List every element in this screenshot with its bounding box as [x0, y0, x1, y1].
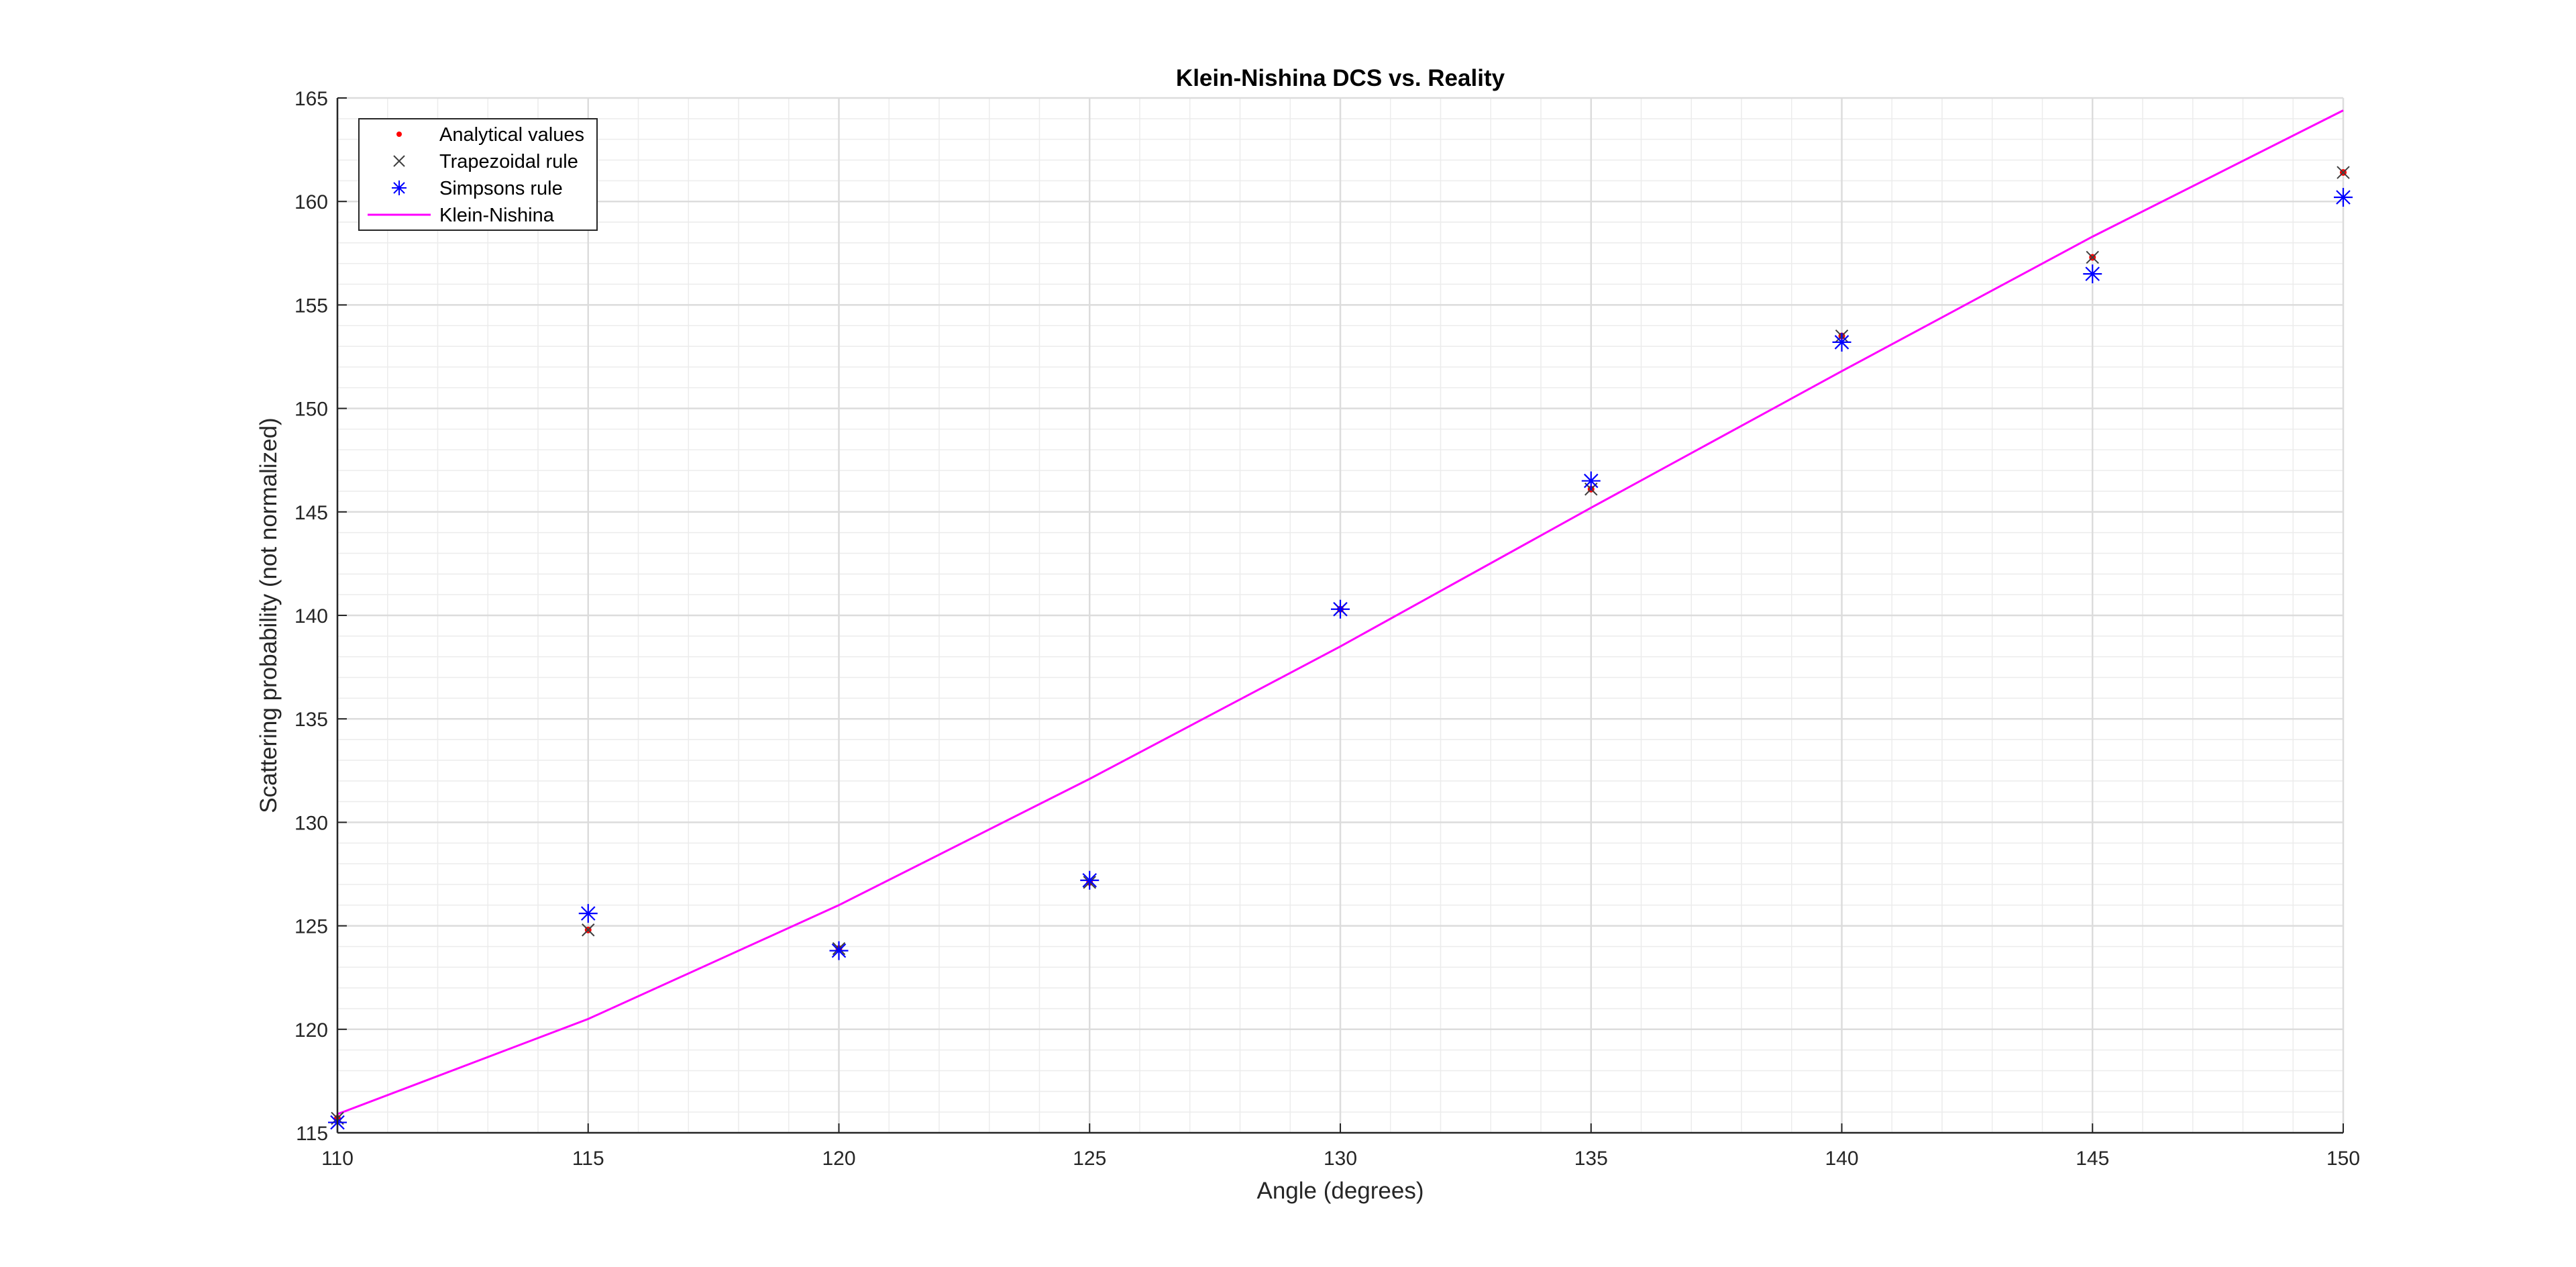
y-tick-label: 125 [294, 916, 328, 938]
y-tick-label: 165 [294, 88, 328, 110]
simpsons-point [1581, 471, 1601, 491]
legend-dot-icon [396, 132, 402, 137]
simpsons-point [2083, 264, 2102, 284]
simpsons-point [2334, 188, 2353, 207]
legend-asterisk-icon [392, 181, 407, 195]
y-tick-label: 130 [294, 812, 328, 834]
trapezoidal-point [582, 923, 595, 937]
klein-nishina-line [337, 109, 2344, 1115]
legend-box [358, 118, 598, 231]
legend-entry-label: Simpsons rule [439, 178, 563, 199]
x-tick-label: 140 [1825, 1148, 1858, 1170]
y-tick-label: 140 [294, 605, 328, 627]
chart-title: Klein-Nishina DCS vs. Reality [1176, 65, 1505, 91]
legend: Analytical values Trapezoidal rule Simpson… [358, 118, 598, 231]
y-tick-label: 155 [294, 295, 328, 317]
trapezoidal-point [2086, 250, 2099, 264]
plot-series [328, 109, 2353, 1132]
tick-labels: 110 115 120 125 130 135 140 145 150 115 120 125 130 1… [294, 88, 2360, 1170]
legend-x-icon [393, 155, 405, 167]
simpsons-point [1080, 870, 1099, 890]
simpsons-point [1331, 599, 1350, 619]
y-axis-label: Scattering probability (not normalized) [256, 417, 282, 813]
legend-entry-label: Analytical values [439, 124, 584, 146]
x-tick-label: 150 [2326, 1148, 2360, 1170]
x-tick-label: 125 [1073, 1148, 1106, 1170]
x-axis-label: Angle (degrees) [1256, 1178, 1424, 1204]
simpsons-point [578, 904, 598, 923]
y-tick-label: 145 [294, 502, 328, 524]
simpsons-point [829, 941, 849, 960]
major-grid [336, 97, 2345, 1134]
legend-entry-label: Klein-Nishina [439, 205, 555, 226]
x-tick-label: 120 [822, 1148, 855, 1170]
x-tick-label: 135 [1574, 1148, 1608, 1170]
x-tick-label: 110 [321, 1148, 354, 1170]
axes [336, 97, 2344, 1134]
y-tick-label: 160 [294, 191, 328, 213]
y-tick-label: 115 [296, 1123, 328, 1145]
y-tick-label: 150 [294, 399, 328, 421]
simpsons-point [1832, 332, 1851, 352]
trapezoidal-point [2337, 166, 2350, 179]
x-tick-label: 130 [1324, 1148, 1357, 1170]
x-tick-label: 115 [572, 1148, 604, 1170]
legend-entry-label: Trapezoidal rule [439, 151, 578, 172]
x-tick-label: 145 [2076, 1148, 2109, 1170]
y-tick-label: 120 [294, 1019, 328, 1042]
y-tick-label: 135 [294, 709, 328, 731]
